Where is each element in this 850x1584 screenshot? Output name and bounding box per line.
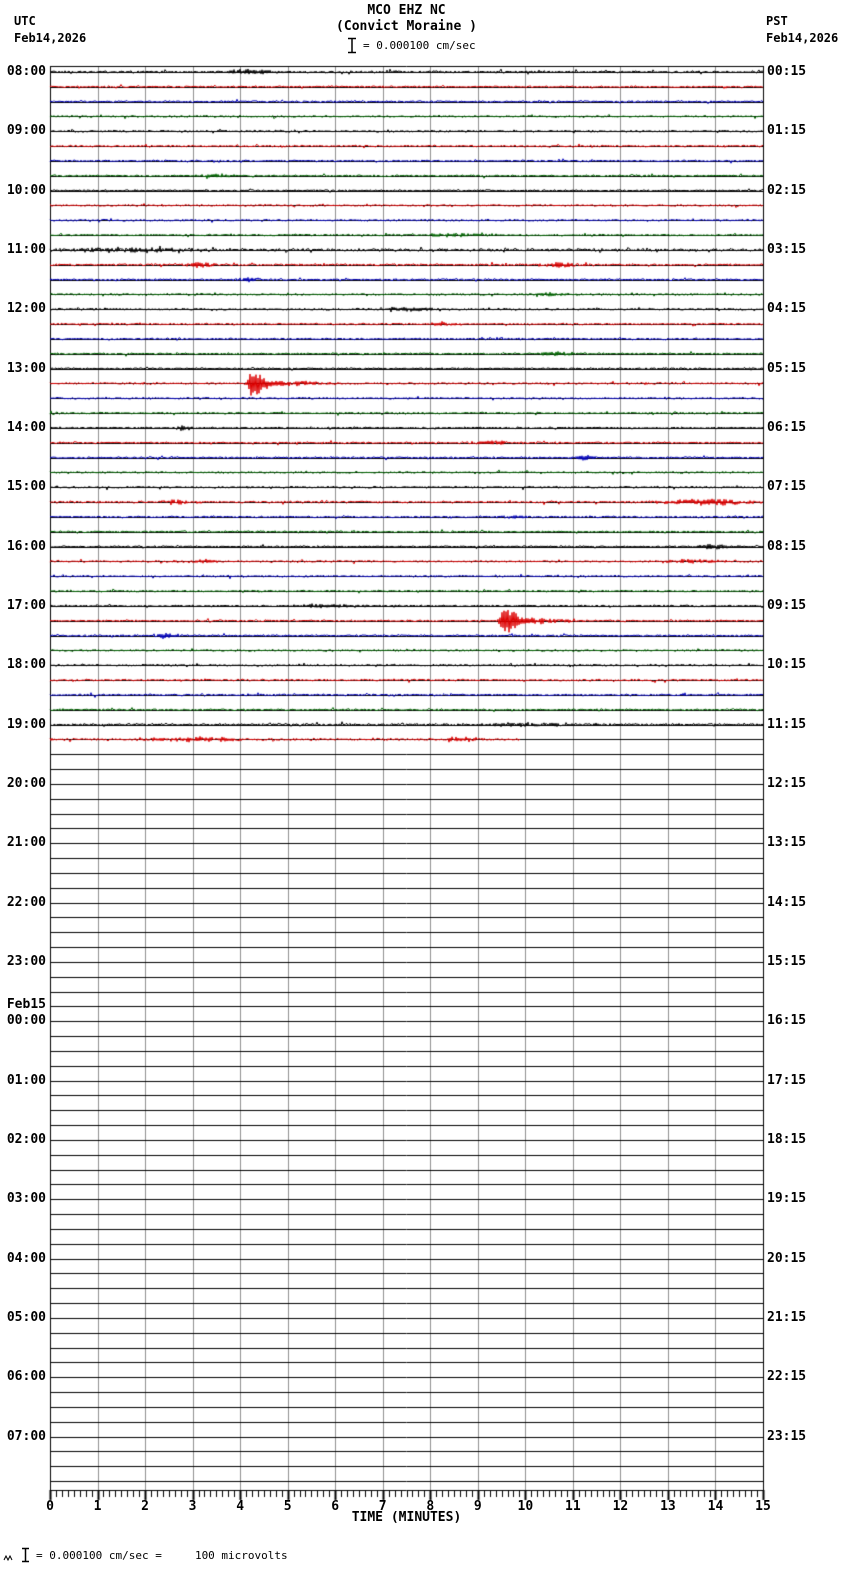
utc-hour-label: 19:00	[6, 716, 46, 732]
pst-hour-label: 21:15	[767, 1309, 807, 1325]
pst-hour-label: 06:15	[767, 419, 807, 435]
x-tick-label: 12	[612, 1499, 629, 1514]
pst-hour-label: 04:15	[767, 301, 807, 317]
scale-bar-icon	[348, 37, 356, 54]
utc-hour-label: 01:00	[6, 1072, 46, 1088]
x-tick-label: 9	[473, 1499, 482, 1514]
utc-hour-label: 12:00	[6, 301, 46, 317]
x-tick-label: 7	[378, 1499, 387, 1514]
utc-hour-label: 03:00	[6, 1191, 46, 1207]
x-tick-label: 14	[707, 1499, 724, 1514]
pst-hour-label: 03:15	[767, 241, 807, 257]
utc-hour-label: 15:00	[6, 479, 46, 495]
pst-hour-label: 09:15	[767, 597, 807, 613]
pst-hour-label: 10:15	[767, 657, 807, 673]
utc-hour-label: 04:00	[6, 1250, 46, 1266]
pst-hour-label: 12:15	[767, 775, 807, 791]
x-tick-label: 10	[517, 1499, 534, 1514]
pst-hour-label: 14:15	[767, 894, 807, 910]
utc-hour-label: 10:00	[6, 182, 46, 198]
x-tick-label: 6	[331, 1499, 340, 1514]
amplitude-scale-legend: = 0.000100 cm/sec	[347, 37, 476, 54]
pst-hour-label: 22:15	[767, 1369, 807, 1385]
pst-hour-label: 13:15	[767, 835, 807, 851]
pst-hour-label: 00:15	[767, 63, 807, 79]
utc-hour-label: 06:00	[6, 1369, 46, 1385]
pst-hour-label: 19:15	[767, 1191, 807, 1207]
utc-hour-label: 11:00	[6, 241, 46, 257]
utc-hour-label: 09:00	[6, 123, 46, 139]
utc-hour-label: 16:00	[6, 538, 46, 554]
pst-hour-label: 16:15	[767, 1013, 807, 1029]
x-tick-label: 1	[93, 1499, 102, 1514]
pst-hour-label: 08:15	[767, 538, 807, 554]
utc-hour-label: 23:00	[6, 953, 46, 969]
utc-hour-label: 17:00	[6, 597, 46, 613]
scale-label: = 0.000100 cm/sec	[363, 39, 476, 52]
pst-hour-label: 07:15	[767, 479, 807, 495]
x-tick-label: 15	[755, 1499, 771, 1514]
x-tick-label: 2	[141, 1499, 149, 1514]
x-tick-label: 5	[283, 1499, 292, 1514]
x-axis-title: TIME (MINUTES)	[351, 1510, 462, 1525]
pst-hour-label: 20:15	[767, 1250, 807, 1266]
utc-hour-label: 22:00	[6, 894, 46, 910]
pst-hour-label: 23:15	[767, 1428, 807, 1444]
pst-hour-label: 02:15	[767, 182, 807, 198]
x-tick-label: 3	[188, 1499, 197, 1514]
utc-hour-label: 05:00	[6, 1309, 46, 1325]
pst-hour-label: 11:15	[767, 716, 807, 732]
scale-bar-icon	[22, 1547, 29, 1563]
x-tick-label: 4	[236, 1499, 245, 1514]
utc-hour-label: 08:00	[6, 63, 46, 79]
x-tick-label: 0	[46, 1499, 54, 1514]
footer-scale-text: = 0.000100 cm/sec = 100 microvolts	[36, 1548, 288, 1562]
station-subtitle: (Convict Moraine )	[336, 19, 477, 34]
right-timezone-label: PST	[766, 14, 788, 28]
x-tick-label: 11	[565, 1499, 581, 1514]
wiggle-icon	[3, 1554, 13, 1562]
utc-hour-label: 02:00	[6, 1131, 46, 1147]
x-tick-label: 8	[426, 1499, 435, 1514]
right-date-label: Feb14,2026	[766, 31, 839, 45]
utc-hour-label: 00:00	[6, 1013, 46, 1029]
utc-hour-label: 13:00	[6, 360, 46, 376]
utc-hour-label: 14:00	[6, 419, 46, 435]
station-title: MCO EHZ NC	[367, 3, 446, 18]
pst-hour-label: 15:15	[767, 953, 807, 969]
left-date-label: Feb14,2026	[14, 31, 87, 45]
utc-hour-label: 20:00	[6, 775, 46, 791]
pst-hour-label: 01:15	[767, 123, 807, 139]
utc-date-break-label: Feb15	[6, 997, 46, 1013]
pst-hour-label: 17:15	[767, 1072, 807, 1088]
utc-hour-label: 07:00	[6, 1428, 46, 1444]
pst-hour-label: 18:15	[767, 1131, 807, 1147]
left-timezone-label: UTC	[14, 14, 36, 28]
x-tick-label: 13	[660, 1499, 676, 1514]
pst-hour-label: 05:15	[767, 360, 807, 376]
utc-hour-label: 18:00	[6, 657, 46, 673]
utc-hour-label: 21:00	[6, 835, 46, 851]
footer-scale-note: = 0.000100 cm/sec = 100 microvolts	[3, 1546, 288, 1564]
